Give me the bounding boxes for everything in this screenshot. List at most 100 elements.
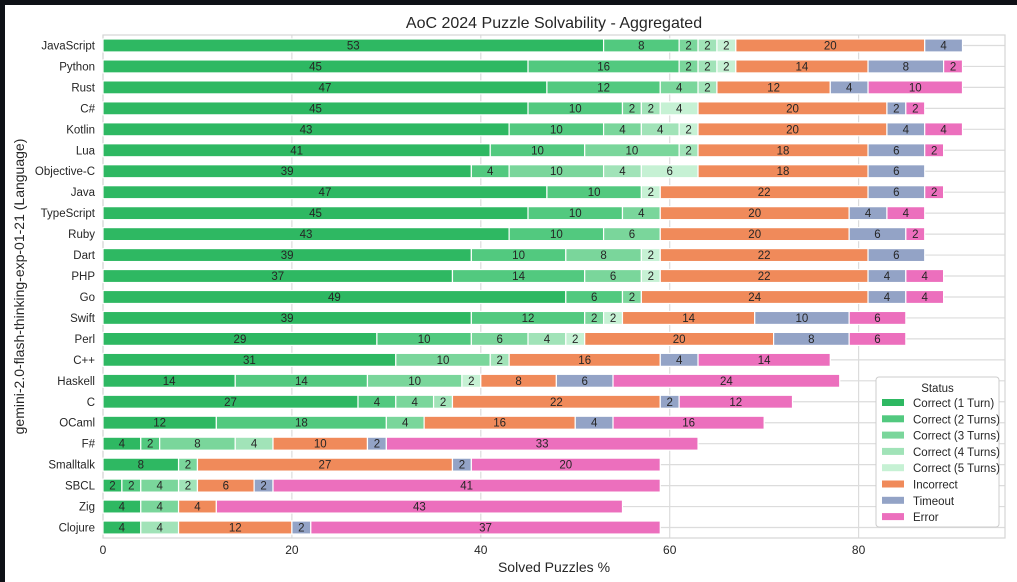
- segment-value-label: 20: [786, 124, 799, 136]
- segment-value-label: 31: [243, 355, 256, 367]
- segment-value-label: 2: [298, 523, 304, 535]
- segment-value-label: 39: [281, 166, 294, 178]
- category-label: Python: [59, 61, 95, 73]
- segment-value-label: 14: [295, 376, 308, 388]
- bar-row: 39 4 10 4 6 18 6: [102, 164, 926, 179]
- segment-value-label: 10: [550, 166, 563, 178]
- segment-value-label: 2: [468, 376, 474, 388]
- segment-value-label: 4: [657, 124, 664, 136]
- bar-segment: [905, 289, 945, 305]
- segment-value-label: 2: [496, 355, 502, 367]
- segment-value-label: 8: [638, 40, 644, 52]
- legend-label: Correct (1 Turn): [913, 398, 994, 410]
- category-labels: JavaScript Python Rust C# Kotlin Lua Objective…: [35, 40, 96, 534]
- bar-row: 12 18 4 16 4 16: [102, 415, 765, 430]
- segment-value-label: 6: [874, 229, 880, 241]
- bar-segment: [848, 331, 907, 346]
- segment-value-label: 4: [922, 292, 929, 304]
- segment-value-label: 2: [912, 229, 918, 241]
- bar-segment: [867, 164, 926, 179]
- segment-value-label: 22: [758, 250, 771, 262]
- segment-value-label: 4: [865, 208, 872, 220]
- legend-title: Status: [921, 383, 954, 395]
- legend-swatch: [882, 464, 904, 472]
- segment-value-label: 10: [569, 103, 582, 115]
- x-tick-label: 80: [852, 543, 866, 557]
- bar-segment: [924, 143, 945, 158]
- legend-label: Correct (3 Turns): [913, 431, 1000, 443]
- bar-row: 43 10 6 20 6 2: [102, 227, 926, 242]
- segment-value-label: 6: [893, 187, 899, 199]
- segment-value-label: 6: [223, 481, 229, 493]
- category-label: C#: [80, 103, 95, 115]
- segment-value-label: 2: [610, 313, 616, 325]
- segment-value-label: 10: [626, 145, 639, 157]
- segment-value-label: 10: [909, 82, 922, 94]
- segment-value-label: 47: [319, 82, 332, 94]
- bar-segment: [924, 185, 945, 200]
- segment-value-label: 10: [408, 376, 421, 388]
- segment-value-label: 27: [319, 460, 332, 472]
- plot-frame: [102, 34, 1006, 539]
- x-tick-label: 40: [474, 543, 488, 557]
- segment-value-label: 12: [729, 397, 742, 409]
- legend-label: Error: [913, 512, 939, 524]
- segment-value-label: 2: [648, 187, 654, 199]
- segment-value-label: 10: [796, 313, 809, 325]
- legend-item: Correct (3 Turns): [882, 431, 1000, 443]
- segment-value-label: 24: [748, 292, 761, 304]
- category-label: Rust: [71, 82, 95, 94]
- segment-value-label: 39: [281, 313, 294, 325]
- bar-row: 39 12 2 2 14 10 6: [102, 310, 907, 326]
- bar-row: 53 8 2 2 2 20 4: [102, 38, 964, 53]
- category-label: JavaScript: [41, 40, 95, 52]
- segment-value-label: 14: [758, 355, 771, 367]
- bar-segment: [867, 80, 964, 95]
- bar-row: 49 6 2 24 4 4: [102, 289, 945, 305]
- legend-swatch: [882, 513, 904, 521]
- bar-row: 43 10 4 4 2 20 4 4: [102, 122, 964, 137]
- segment-value-label: 37: [479, 523, 492, 535]
- legend-swatch: [882, 399, 904, 406]
- segment-value-label: 20: [559, 460, 572, 472]
- segment-value-label: 2: [591, 313, 597, 325]
- x-tick-label: 20: [285, 543, 299, 557]
- segment-value-label: 4: [411, 397, 418, 409]
- segment-value-label: 8: [600, 250, 606, 262]
- segment-value-label: 6: [666, 166, 672, 178]
- segment-value-label: 4: [194, 502, 201, 514]
- bar-segment: [310, 520, 661, 535]
- segment-value-label: 2: [185, 481, 191, 493]
- bar-row: 47 10 2 22 6 2: [102, 185, 945, 200]
- segment-value-label: 22: [550, 397, 563, 409]
- bar-row: 4 4 12 2 37: [102, 520, 661, 535]
- segment-value-label: 20: [748, 229, 761, 241]
- segment-value-label: 2: [109, 481, 115, 493]
- segment-value-label: 49: [328, 292, 341, 304]
- segment-value-label: 2: [723, 40, 729, 52]
- legend-item: Correct (4 Turns): [882, 447, 1000, 459]
- bar-row: 4 4 4 43: [102, 499, 624, 514]
- segment-value-label: 18: [777, 166, 790, 178]
- segment-value-label: 2: [128, 481, 134, 493]
- bar-row: 47 12 4 2 12 4 10: [102, 80, 964, 95]
- segment-value-label: 8: [808, 334, 814, 346]
- x-tick-labels: 0 20 40 60 80: [100, 543, 866, 557]
- segment-value-label: 2: [704, 82, 710, 94]
- segment-value-label: 10: [418, 334, 431, 346]
- segment-value-label: 4: [156, 523, 163, 535]
- segment-value-label: 4: [676, 355, 683, 367]
- segment-value-label: 20: [786, 103, 799, 115]
- segment-value-label: 6: [629, 229, 635, 241]
- segment-value-label: 45: [309, 61, 322, 73]
- segment-value-label: 2: [572, 334, 578, 346]
- category-label: Smalltalk: [48, 460, 95, 472]
- segment-value-label: 8: [515, 376, 521, 388]
- bar-segment: [272, 478, 661, 493]
- segment-value-label: 6: [893, 145, 899, 157]
- legend-item: Correct (1 Turn): [882, 398, 994, 410]
- segment-value-label: 10: [550, 124, 563, 136]
- bar-segment: [905, 227, 926, 242]
- segment-value-label: 4: [903, 208, 910, 220]
- segment-value-label: 12: [767, 82, 780, 94]
